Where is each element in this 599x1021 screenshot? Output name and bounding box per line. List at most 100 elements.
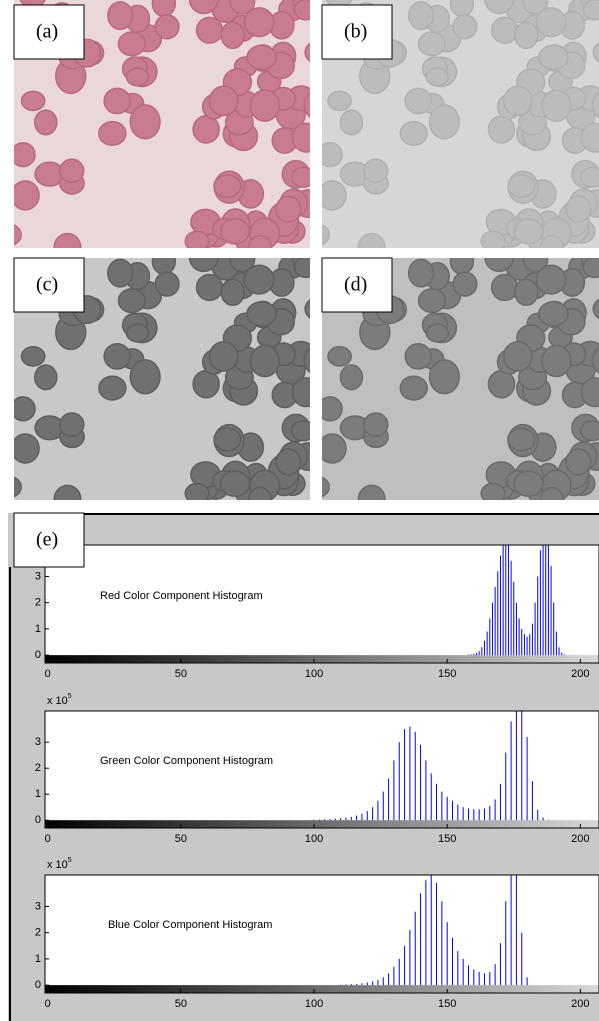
cell [565,448,592,476]
cell [513,218,544,245]
multiplier-exponent: 5 [68,693,72,700]
cell [363,158,389,183]
x-tick-label: 200 [571,833,589,845]
micrograph [14,0,310,248]
cell [452,271,478,297]
cell [125,67,150,87]
cell [363,412,389,437]
cell [229,0,256,15]
plot-area [45,875,599,993]
cell [428,359,460,395]
cell [154,271,180,297]
cell [59,412,85,437]
histogram-title: Green Color Component Histogram [100,755,273,767]
cell [487,115,516,144]
cell [20,90,46,112]
cell [322,142,343,168]
label-box [321,257,393,313]
multiplier-base: x 10 [47,695,68,707]
cell [304,299,310,319]
cell [327,90,352,112]
micrographs [14,0,599,500]
y-tick-label: 3 [35,736,41,748]
plot-area [45,545,599,663]
cell [103,343,131,370]
cell [243,264,275,295]
cell [249,89,280,122]
cell [592,41,599,63]
panel-label: (b) [344,21,367,43]
cell [34,364,58,391]
cell [213,427,242,452]
histogram: 0 1 2 3 0 50 100 150 200 x 105 Blue Color Componen… [35,857,599,1010]
y-tick-label: 2 [35,762,41,774]
cell [129,359,161,395]
x-tick-label: 200 [571,998,589,1010]
cell [538,301,569,327]
y-tick-label: 1 [35,788,41,800]
cell [107,258,134,288]
cell [208,340,239,372]
cell [404,343,432,370]
x-tick-label: 0 [45,833,51,845]
cell [522,0,549,15]
cell [246,44,277,71]
stems [340,875,528,986]
cell [322,180,347,211]
cell [327,346,352,367]
axes-frame [44,544,599,664]
cell [513,470,544,497]
cell [514,278,539,307]
cell [247,234,273,248]
cell [502,340,533,372]
cell [213,174,242,198]
cell [339,364,364,391]
cell [14,476,22,498]
cell [14,180,40,211]
cell [107,1,134,31]
gray-colorbar [45,985,599,993]
y-multiplier: x 105 [47,857,72,871]
cell [247,486,273,500]
cell [425,67,450,87]
cell [582,0,599,21]
cell [514,21,539,50]
y-tick-label: 2 [35,597,41,609]
cell [484,258,515,273]
cell [219,218,251,245]
label-box [13,512,85,568]
cell [535,264,567,295]
cell [151,258,177,275]
cell [53,484,82,500]
stems [467,545,565,656]
cell [407,258,435,288]
cell [507,174,536,198]
x-tick-label: 200 [571,668,589,680]
y-tick-label: 3 [35,570,41,582]
axes-frame [44,874,599,994]
cell [502,85,533,117]
cell [275,195,302,223]
cell [322,433,347,464]
plot-area [45,711,599,828]
cell [322,224,330,246]
cell [291,122,310,153]
cell [480,482,506,500]
cell [20,346,46,367]
label-box [13,257,85,313]
cell [290,420,310,442]
cell [34,109,58,136]
cell [399,375,428,401]
cell [243,7,275,38]
cell [192,115,220,144]
x-tick-label: 100 [305,668,323,680]
cell [188,258,219,273]
histogram-title: Red Color Component Histogram [100,590,263,602]
cell [407,1,435,31]
cell [417,288,447,314]
cell [565,195,592,223]
cell [357,484,386,500]
